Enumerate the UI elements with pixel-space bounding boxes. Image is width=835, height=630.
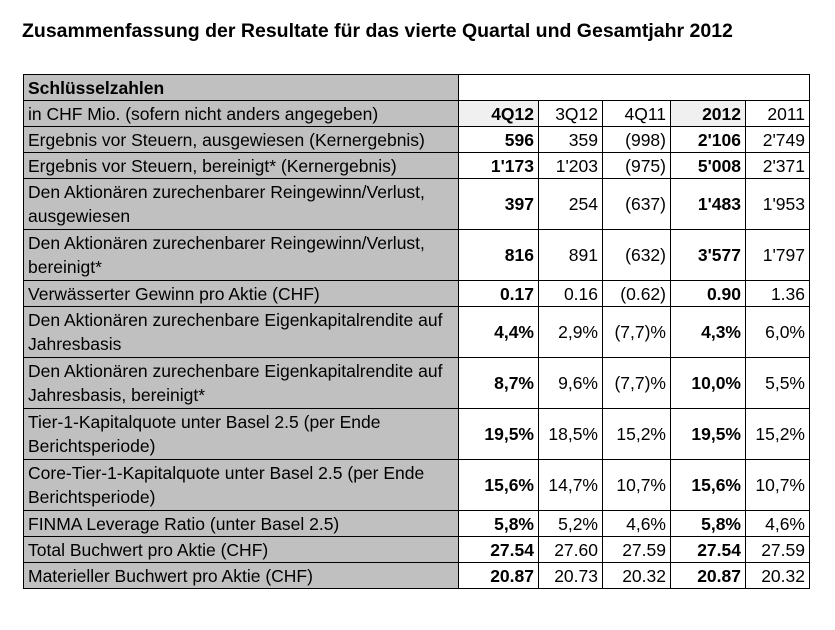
value-cell: 4,6% [602,510,671,537]
unit-label: in CHF Mio. (sofern nicht anders angegeb… [23,100,459,127]
section-label: Schlüsselzahlen [23,74,459,101]
value-cell: 6,0% [745,306,810,358]
value-cell: 4,6% [745,510,810,537]
value-cell: 5,5% [745,357,810,409]
value-cell: 4,3% [670,306,746,358]
value-cell: 5,8% [670,510,746,537]
value-cell: 1'173 [458,152,539,179]
value-cell: 10,0% [670,357,746,409]
table-row: Den Aktionären zurechenbarer Reingewinn/… [23,178,810,230]
table-row: Total Buchwert pro Aktie (CHF) 27.54 27.60… [23,536,810,563]
value-cell: 2'371 [745,152,810,179]
table-row: Den Aktionären zurechenbare Eigenkapital… [23,306,810,358]
value-cell: 20.87 [458,562,539,589]
value-cell: 15,2% [602,408,671,460]
value-cell: 8,7% [458,357,539,409]
table-row: Tier-1-Kapitalquote unter Basel 2.5 (per… [23,408,810,460]
value-cell: (0.62) [602,280,671,307]
value-cell: 0.16 [538,280,603,307]
value-cell: 1'953 [745,178,810,230]
page-title: Zusammenfassung der Resultate für das vi… [22,20,733,42]
value-cell: 254 [538,178,603,230]
row-label: Materieller Buchwert pro Aktie (CHF) [23,562,459,589]
value-cell: 15,6% [458,459,539,511]
table-row: Den Aktionären zurechenbarer Reingewinn/… [23,229,810,281]
row-label: Tier-1-Kapitalquote unter Basel 2.5 (per… [23,408,459,460]
value-cell: 4,4% [458,306,539,358]
row-label: Verwässerter Gewinn pro Aktie (CHF) [23,280,459,307]
table-row: FINMA Leverage Ratio (unter Basel 2.5) 5,… [23,510,810,537]
value-cell: 9,6% [538,357,603,409]
value-cell: 1'203 [538,152,603,179]
value-cell: 27.59 [745,536,810,563]
table-row: Ergebnis vor Steuern, ausgewiesen (Kerne… [23,126,810,153]
value-cell: 1'483 [670,178,746,230]
value-cell: 1.36 [745,280,810,307]
column-header: 2011 [745,100,810,127]
row-label: Ergebnis vor Steuern, ausgewiesen (Kerne… [23,126,459,153]
value-cell: 20.87 [670,562,746,589]
value-cell: 2'106 [670,126,746,153]
value-cell: 20.32 [745,562,810,589]
value-cell: 397 [458,178,539,230]
value-cell: 27.59 [602,536,671,563]
value-cell: (637) [602,178,671,230]
value-cell: 5,8% [458,510,539,537]
value-cell: 816 [458,229,539,281]
column-header: 2012 [670,100,746,127]
value-cell: 10,7% [745,459,810,511]
value-cell: (7,7)% [602,306,671,358]
table-row: Ergebnis vor Steuern, bereinigt* (Kerner… [23,152,810,179]
value-cell: (975) [602,152,671,179]
row-label: Den Aktionären zurechenbarer Reingewinn/… [23,178,459,230]
value-cell: 27.54 [670,536,746,563]
value-cell: 3'577 [670,229,746,281]
value-cell: 15,6% [670,459,746,511]
value-cell: (998) [602,126,671,153]
column-header: 4Q11 [602,100,671,127]
value-cell: 19,5% [670,408,746,460]
value-cell: (7,7)% [602,357,671,409]
value-cell: 14,7% [538,459,603,511]
value-cell: 5'008 [670,152,746,179]
row-label: FINMA Leverage Ratio (unter Basel 2.5) [23,510,459,537]
table-row: Den Aktionären zurechenbare Eigenkapital… [23,357,810,409]
value-cell: 0.90 [670,280,746,307]
value-cell: 1'797 [745,229,810,281]
row-label: Den Aktionären zurechenbare Eigenkapital… [23,306,459,358]
row-label: Core-Tier-1-Kapitalquote unter Basel 2.5… [23,459,459,511]
value-cell: 2'749 [745,126,810,153]
row-label: Total Buchwert pro Aktie (CHF) [23,536,459,563]
value-cell: 891 [538,229,603,281]
table-row: Verwässerter Gewinn pro Aktie (CHF) 0.17 0… [23,280,810,307]
row-label: Den Aktionären zurechenbarer Reingewinn/… [23,229,459,281]
key-figures-table: Schlüsselzahlen in CHF Mio. (sofern nich… [23,74,810,589]
value-cell: 20.32 [602,562,671,589]
table-row: Materieller Buchwert pro Aktie (CHF) 20.8… [23,562,810,589]
value-cell: 27.60 [538,536,603,563]
table-row: Core-Tier-1-Kapitalquote unter Basel 2.5… [23,459,810,511]
section-header-row: Schlüsselzahlen [23,74,810,101]
column-header: 3Q12 [538,100,603,127]
value-cell: 27.54 [458,536,539,563]
value-cell: 2,9% [538,306,603,358]
value-cell: 20.73 [538,562,603,589]
column-header: 4Q12 [458,100,539,127]
value-cell: 18,5% [538,408,603,460]
value-cell: 10,7% [602,459,671,511]
value-cell: 5,2% [538,510,603,537]
column-header-row: in CHF Mio. (sofern nicht anders angegeb… [23,100,810,127]
value-cell: 15,2% [745,408,810,460]
row-label: Den Aktionären zurechenbare Eigenkapital… [23,357,459,409]
value-cell: 19,5% [458,408,539,460]
value-cell: 0.17 [458,280,539,307]
row-label: Ergebnis vor Steuern, bereinigt* (Kerner… [23,152,459,179]
value-cell: 596 [458,126,539,153]
value-cell: 359 [538,126,603,153]
value-cell: (632) [602,229,671,281]
